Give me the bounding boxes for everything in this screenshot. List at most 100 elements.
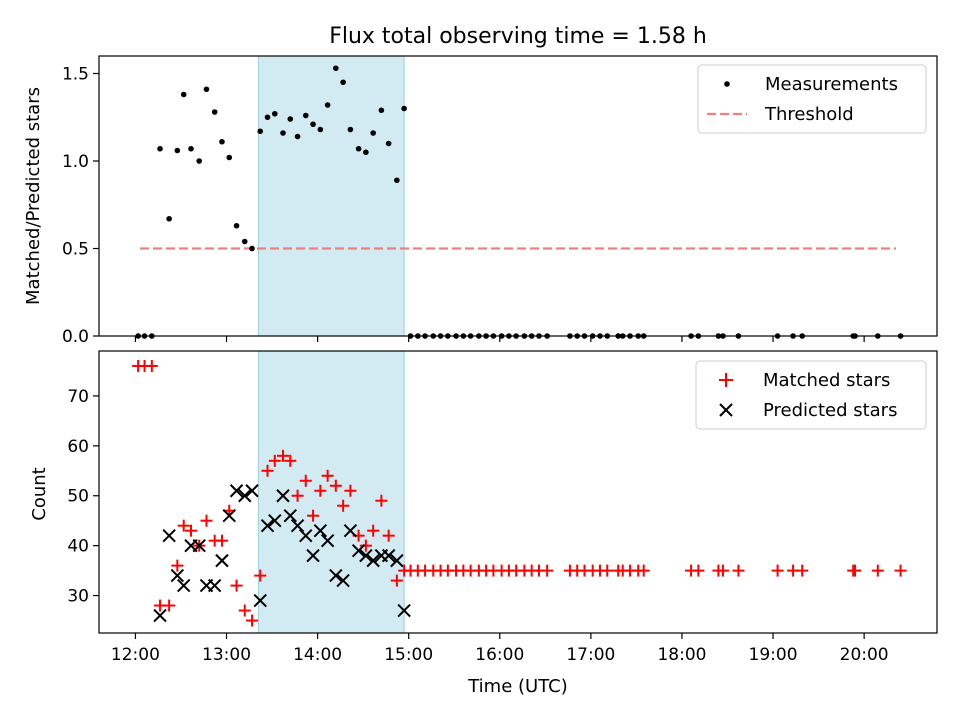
matched-star-point	[307, 509, 320, 522]
measurement-point	[333, 65, 339, 72]
matched-star-point	[692, 564, 705, 577]
predicted-star-point	[329, 568, 343, 583]
bottom-xtick-label: 15:00	[384, 645, 433, 665]
bottom-xtick-label: 19:00	[749, 645, 798, 665]
measurement-point	[355, 145, 362, 152]
predicted-star-point	[192, 538, 206, 553]
predicted-star-point	[351, 543, 366, 558]
matched-star-point	[894, 564, 907, 577]
predicted-star-point	[222, 509, 236, 523]
matched-star-point	[849, 564, 862, 577]
measurement-point	[174, 147, 181, 154]
matched-star-point	[390, 574, 403, 587]
bottom-xtick-label: 20:00	[840, 645, 889, 665]
legend-matched-label: Matched stars	[763, 370, 890, 391]
matched-star-point	[359, 539, 372, 552]
bottom-ytick-label: 40	[67, 537, 89, 557]
bottom-highlight-span	[257, 350, 405, 634]
measurement-point	[233, 222, 240, 229]
predicted-star-point	[177, 578, 191, 593]
bottom-legend: Matched stars Predicted stars	[695, 360, 927, 430]
matched-star-point	[238, 604, 251, 617]
measurement-point	[241, 238, 248, 245]
top-ytick-label: 0.0	[62, 327, 89, 347]
predicted-star-point	[268, 513, 282, 528]
matched-star-point	[637, 564, 650, 577]
predicted-star-point	[299, 528, 313, 543]
measurement-point	[264, 114, 271, 121]
matched-star-point	[163, 599, 176, 612]
top-panel: 0.0 0.5 1.0 1.5 Matched/Predicted stars Mea…	[23, 55, 938, 347]
bottom-ytick-label: 70	[67, 387, 89, 407]
top-ytick-label: 0.5	[62, 240, 89, 260]
measurement-point	[317, 126, 324, 133]
bottom-xtick-label: 14:00	[293, 645, 342, 665]
matched-star-point	[230, 579, 243, 592]
measurement-point	[249, 245, 255, 252]
matched-star-point	[601, 564, 614, 577]
matched-star-point	[796, 564, 809, 577]
bottom-axes-frame	[98, 350, 938, 634]
matched-star-point	[261, 464, 274, 477]
bottom-ytick-label: 50	[67, 487, 89, 507]
matched-star-point	[177, 519, 190, 532]
measurement-point	[257, 128, 264, 135]
matched-star-point	[284, 454, 297, 467]
measurement-point	[302, 112, 309, 119]
measurement-point	[347, 126, 354, 133]
matched-star-point	[299, 474, 312, 487]
matched-star-point	[367, 524, 380, 537]
predicted-star-point	[153, 608, 167, 623]
matched-star-point	[329, 479, 342, 492]
bottom-xtick-label: 18:00	[657, 645, 706, 665]
bottom-xtick-label: 13:00	[202, 645, 251, 665]
predicted-star-point	[397, 603, 411, 618]
predicted-star-point	[366, 553, 380, 568]
predicted-star-point	[245, 484, 259, 498]
predicted-star-point	[381, 548, 396, 563]
measurement-point	[287, 116, 294, 122]
matched-star-point	[291, 489, 304, 502]
bottom-ytick-label: 60	[67, 437, 89, 457]
matched-star-point	[276, 449, 289, 462]
measurement-point	[203, 86, 210, 93]
legend-threshold-label: Threshold	[764, 104, 854, 125]
predicted-star-point	[162, 528, 176, 543]
measurement-point	[324, 102, 331, 108]
predicted-star-point	[238, 489, 252, 503]
measurement-point	[363, 149, 369, 156]
measurement-point	[280, 130, 286, 136]
measurement-point	[166, 215, 172, 222]
measurement-point	[180, 91, 187, 98]
legend-measurements-marker	[724, 81, 730, 87]
bottom-legend-box	[695, 360, 927, 430]
predicted-star-point	[276, 489, 290, 503]
bottom-xtick-label: 12:00	[111, 645, 160, 665]
top-highlight-span	[257, 55, 405, 337]
predicted-star-point	[336, 573, 350, 588]
predicted-star-point	[283, 509, 297, 523]
matched-star-point	[246, 614, 259, 627]
matched-star-point	[732, 564, 745, 577]
measurement-point	[271, 110, 278, 117]
matched-star-point	[375, 494, 388, 507]
top-legend-box	[697, 64, 927, 134]
matched-star-point	[171, 559, 184, 572]
matched-star-point	[871, 564, 884, 577]
measurement-point	[188, 145, 194, 152]
measurement-point	[196, 158, 202, 164]
predicted-star-point	[207, 578, 222, 593]
matched-star-point	[268, 454, 281, 467]
predicted-star-point	[290, 518, 305, 533]
top-axes-frame	[98, 55, 938, 337]
matched-star-point	[215, 534, 228, 547]
measurement-point	[310, 121, 316, 128]
measurement-point	[219, 138, 225, 145]
measurement-point	[378, 107, 385, 114]
matched-star-point	[541, 564, 554, 577]
predicted-star-point	[229, 484, 244, 498]
predicted-star-point	[359, 548, 373, 563]
top-ytick-label: 1.0	[62, 152, 89, 172]
measurement-point	[340, 79, 346, 86]
matched-star-point	[716, 564, 729, 577]
